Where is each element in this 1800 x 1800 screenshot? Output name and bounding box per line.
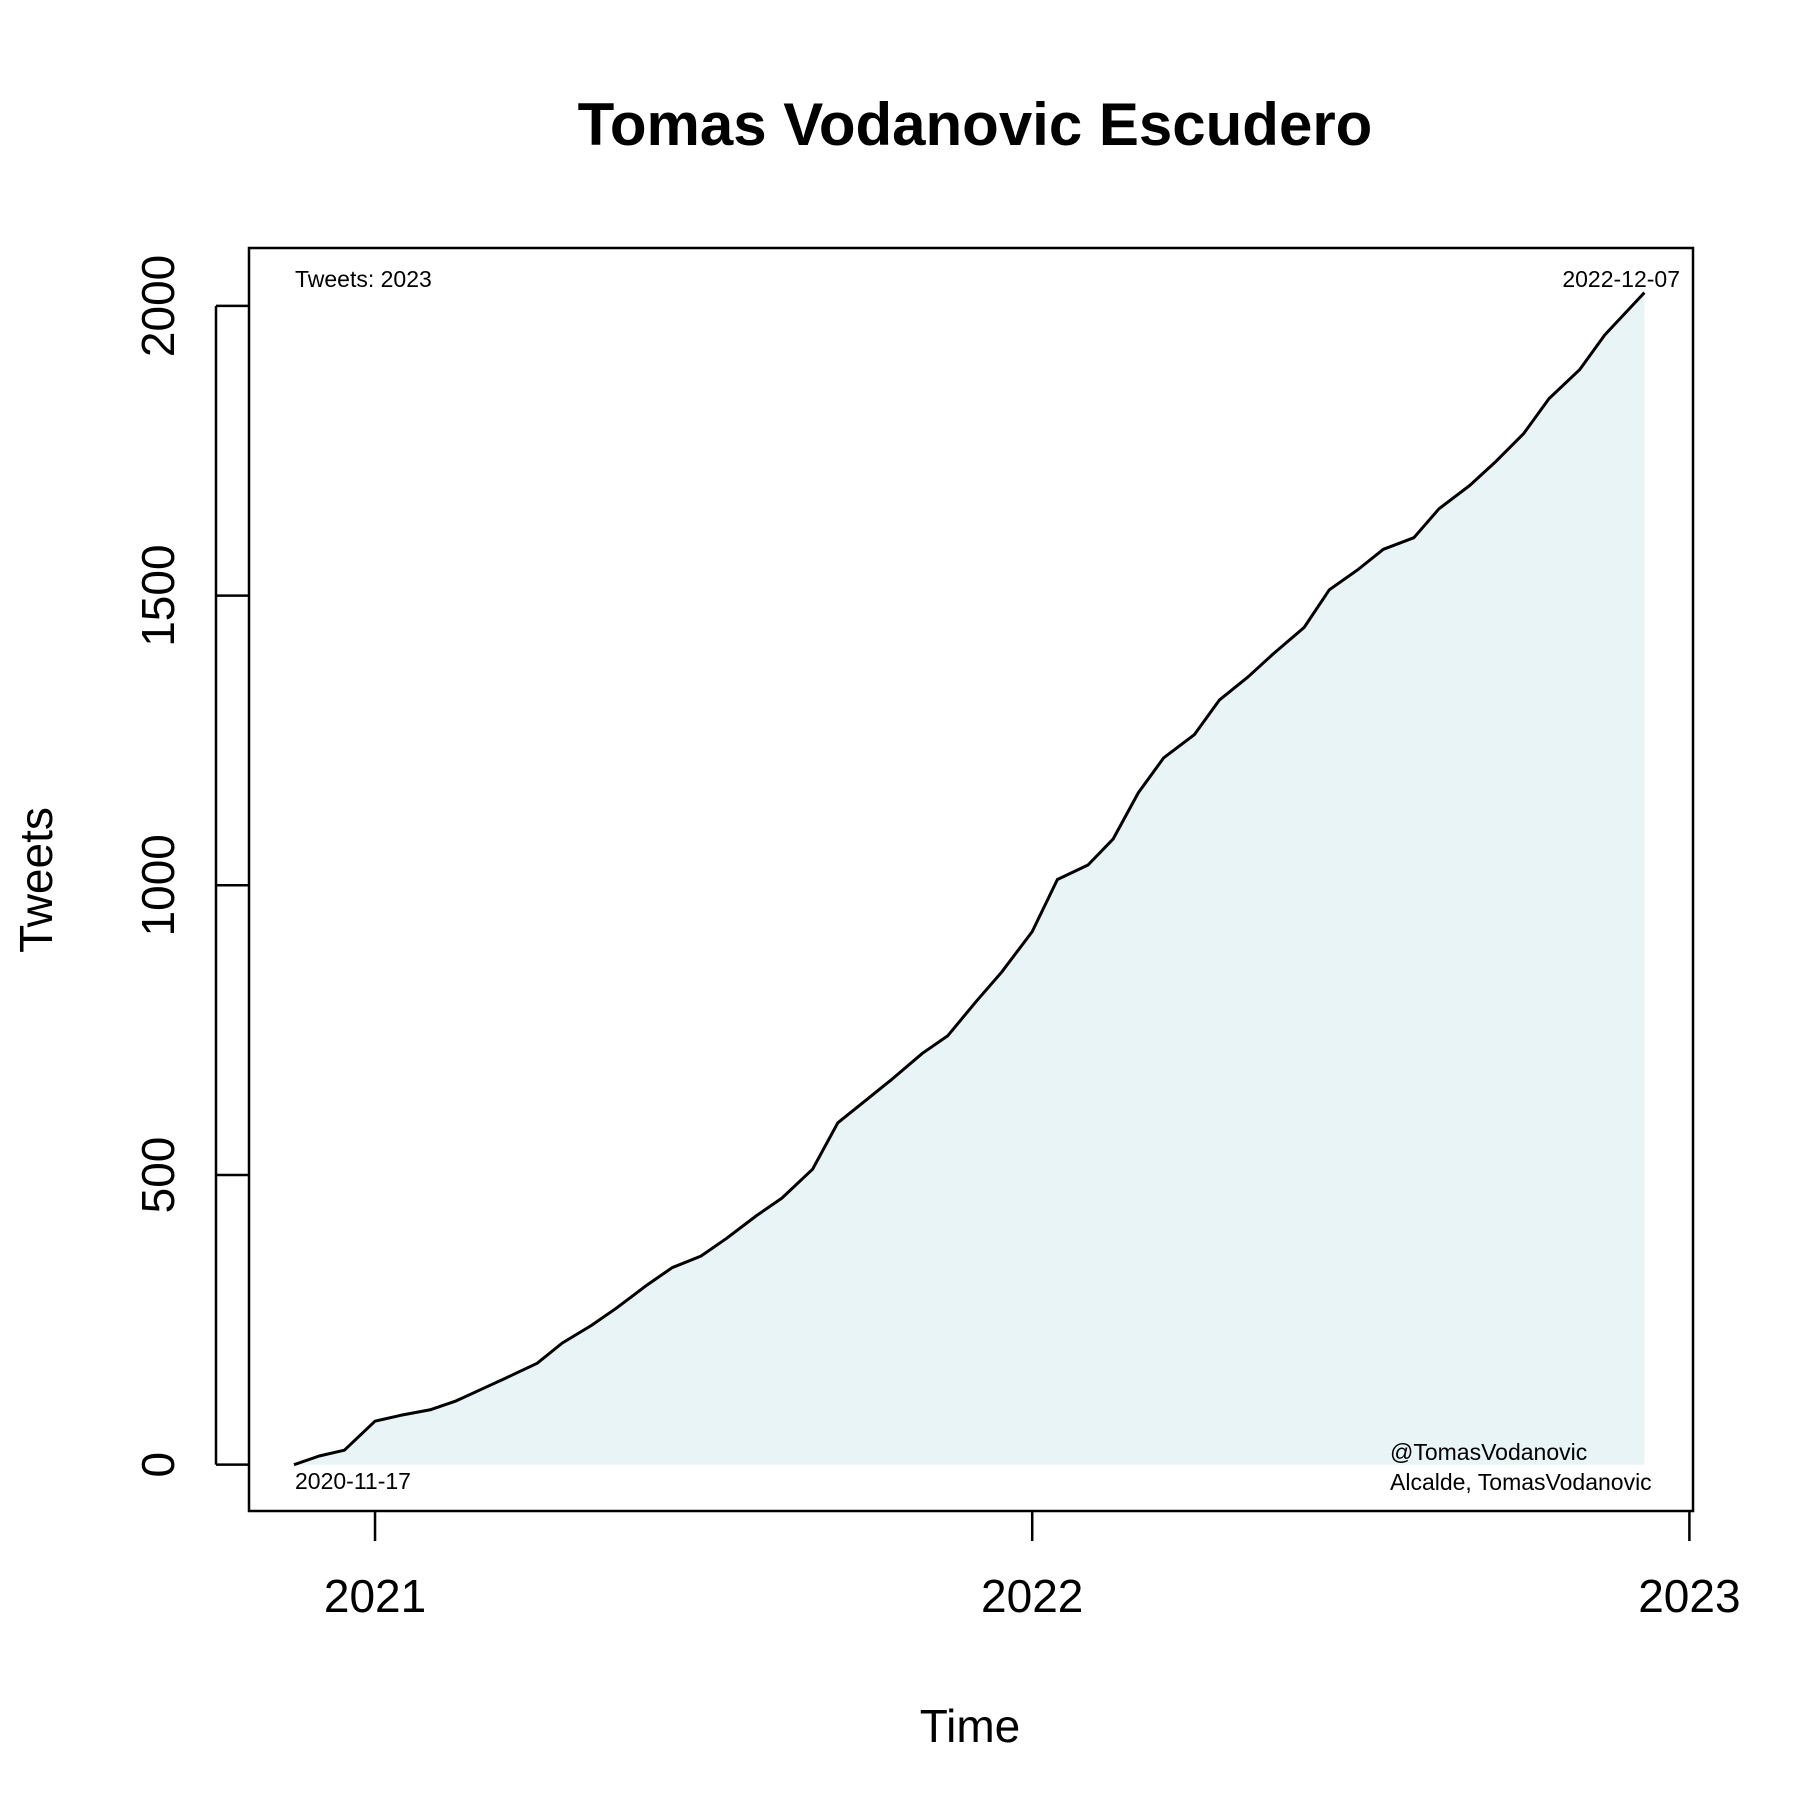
- x-axis-title: Time: [920, 1700, 1021, 1752]
- chart-title: Tomas Vodanovic Escudero: [578, 91, 1373, 158]
- start-date-label: 2020-11-17: [295, 1468, 411, 1494]
- tweet-count-label: Tweets: 2023: [295, 266, 432, 292]
- y-axis-title: Tweets: [10, 807, 62, 953]
- y-tick-label-500: 500: [132, 1137, 184, 1214]
- account-description-label: Alcalde, TomasVodanovic: [1390, 1469, 1652, 1495]
- account-handle-label: @TomasVodanovic: [1390, 1439, 1587, 1465]
- y-tick-label-1000: 1000: [132, 834, 184, 936]
- y-tick-label-1500: 1500: [132, 544, 184, 646]
- end-date-label: 2022-12-07: [1562, 266, 1680, 292]
- x-axis: 2021 2022 2023: [324, 1511, 1741, 1622]
- area-fill: [294, 293, 1644, 1465]
- x-tick-label-2021: 2021: [324, 1570, 426, 1622]
- x-tick-label-2023: 2023: [1638, 1570, 1740, 1622]
- y-axis: 0 500 1000 1500 2000: [132, 255, 249, 1478]
- y-tick-label-0: 0: [132, 1452, 184, 1478]
- y-tick-label-2000: 2000: [132, 255, 184, 357]
- plot-area: [294, 293, 1644, 1465]
- x-tick-label-2022: 2022: [981, 1570, 1083, 1622]
